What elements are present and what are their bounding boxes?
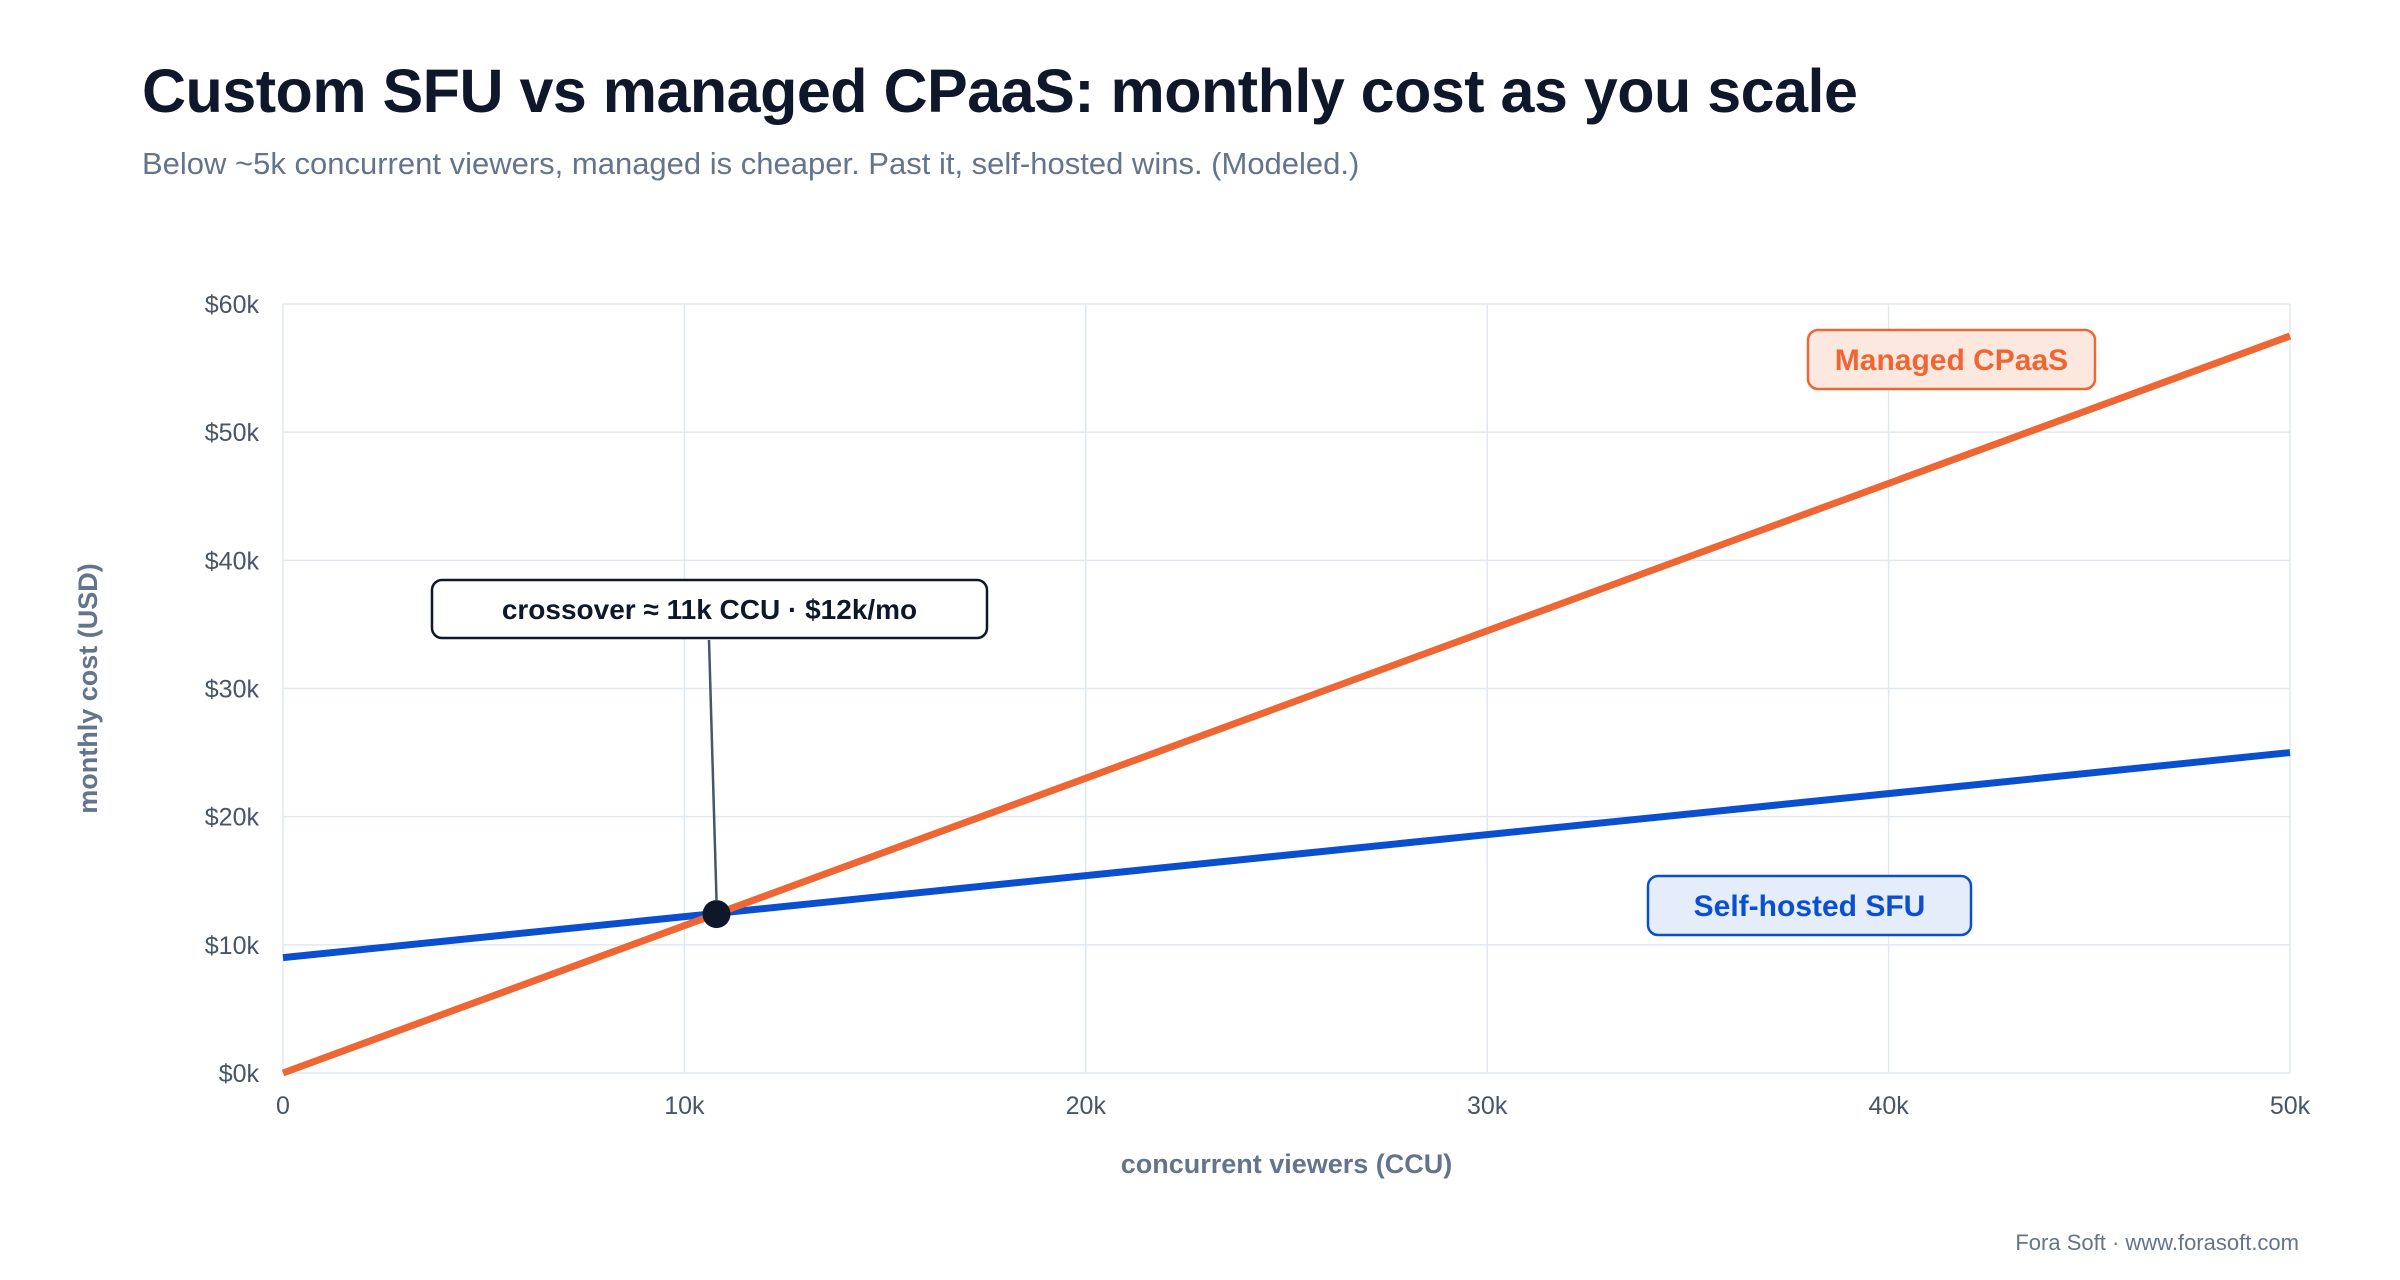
self-hosted-sfu-label-box [1646,874,1973,937]
series-lines [281,332,2292,1077]
x-tick-label: 40k [1868,1092,1909,1120]
y-tick-label: $30k [205,676,260,704]
grid-lines [282,303,2291,1074]
x-tick-label: 0 [276,1092,290,1120]
series-labels: Managed CPaaS Self-hosted SFU [1646,328,2097,937]
crossover-annotation: crossover ≈ 11k CCU · $12k/mo [430,578,989,929]
y-tick-label: $60k [205,291,260,319]
self-hosted-sfu-line [282,749,2291,962]
managed-cpaas-label: Managed CPaaS [1835,344,2068,377]
y-tick-label: $40k [205,547,260,575]
y-tick-label: $20k [205,804,260,832]
x-axis-label: concurrent viewers (CCU) [1121,1149,1453,1179]
x-tick-label: 30k [1467,1092,1508,1120]
x-axis-ticks: 0 10k 20k 30k 40k 50k [276,1092,2311,1120]
x-tick-label: 10k [664,1092,705,1120]
footer-credit: Fora Soft · www.forasoft.com [2015,1230,2299,1255]
y-axis-ticks: $0k $10k $20k $30k $40k $50k $60k [205,291,260,1088]
y-axis-label: monthly cost (USD) [73,563,103,814]
callout-box [430,578,989,640]
chart-subtitle: Below ~5k concurrent viewers, managed is… [142,146,1360,181]
callout-leader-line [707,639,718,901]
x-tick-label: 50k [2270,1092,2311,1120]
chart-title: Custom SFU vs managed CPaaS: monthly cos… [142,57,1858,125]
managed-cpaas-line [281,332,2292,1077]
callout-text: crossover ≈ 11k CCU · $12k/mo [502,594,917,625]
x-tick-label: 20k [1066,1092,1107,1120]
y-tick-label: $0k [219,1060,260,1088]
crossover-point [702,900,731,929]
managed-cpaas-label-box [1806,328,2097,391]
y-tick-label: $50k [205,419,260,447]
y-tick-label: $10k [205,932,260,960]
self-hosted-sfu-label: Self-hosted SFU [1694,890,1926,923]
